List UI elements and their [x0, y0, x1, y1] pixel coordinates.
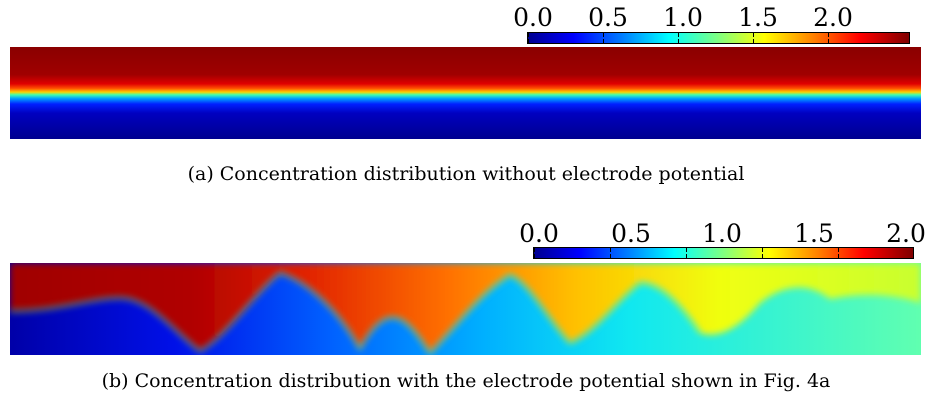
colorbar	[533, 247, 914, 259]
colorbar-tick-label: 0.0	[519, 219, 559, 248]
colorbar-gradient	[528, 33, 909, 43]
panel-a: 0.0 0.5 1.0 1.5 2.0	[0, 0, 932, 200]
colorbar-tick-label: 0.5	[611, 219, 651, 248]
colorbar-tick-label: 2.0	[886, 219, 926, 248]
colorbar-tick-label: 1.5	[794, 219, 834, 248]
colorbar-gradient	[534, 248, 913, 258]
concentration-field-a	[10, 47, 921, 139]
colorbar-tick-label: 1.5	[738, 3, 778, 32]
colorbar-tick-label: 1.0	[702, 219, 742, 248]
colorbar-tick-label: 0.5	[588, 3, 628, 32]
panel-b: 0.0 0.5 1.0 1.5 2.0	[0, 205, 932, 405]
colorbar	[527, 32, 910, 44]
caption-a: (a) Concentration distribution without e…	[187, 163, 745, 185]
colorbar-tick-label: 1.0	[663, 3, 703, 32]
colorbar-tick-label: 0.0	[513, 3, 553, 32]
caption-b: (b) Concentration distribution with the …	[101, 370, 831, 392]
concentration-field-b	[10, 263, 921, 355]
colorbar-tick-label: 2.0	[813, 3, 853, 32]
